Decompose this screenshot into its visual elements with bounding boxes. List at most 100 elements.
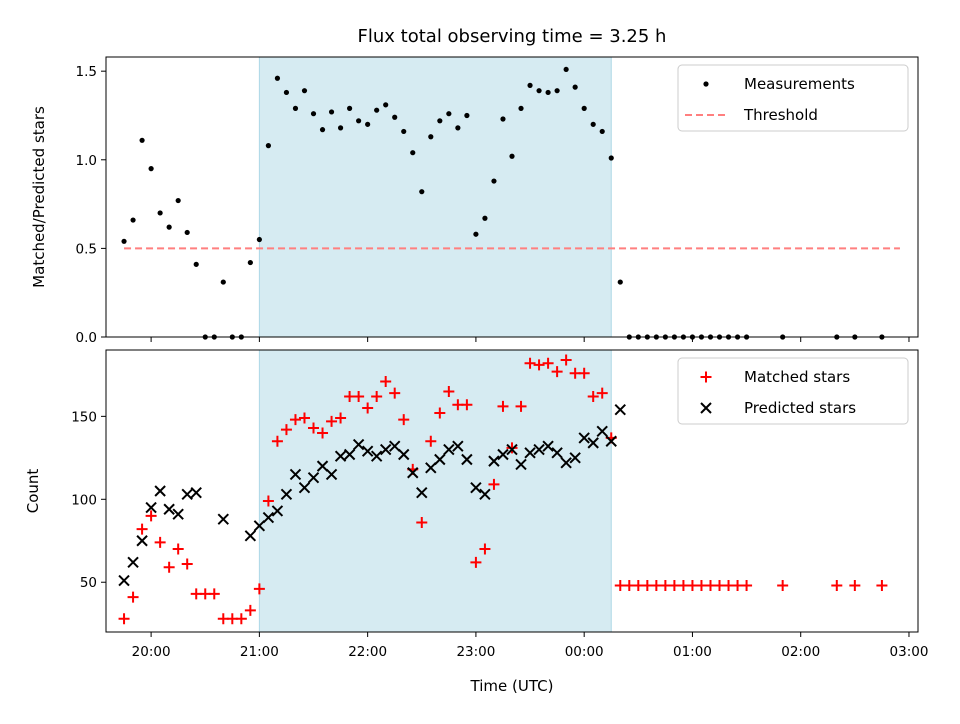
measurement-point (401, 128, 407, 135)
measurement-point (365, 121, 371, 127)
measurement-point (157, 210, 163, 216)
legend-label: Measurements (744, 75, 855, 93)
chart-title: Flux total observing time = 3.25 h (358, 26, 667, 47)
predicted-star-point (506, 443, 518, 456)
matched-star-point (389, 387, 401, 399)
measurement-point (356, 118, 362, 124)
matched-star-point (849, 580, 861, 592)
legend: Measurements Threshold (677, 64, 909, 132)
matched-star-point (596, 387, 608, 399)
count-panel: 50 100 150 20:00 21:00 22:00 23:00 00:00 01:00 02… (24, 349, 928, 695)
matched-star-point (326, 415, 338, 427)
predicted-star-point (443, 443, 455, 456)
series-predicted-stars (118, 404, 626, 587)
matched-star-point (506, 442, 518, 454)
predicted-star-point (542, 440, 554, 452)
predicted-star-point (470, 481, 482, 494)
measurement-point (319, 127, 326, 133)
x-tick-label: 21:00 (240, 644, 279, 660)
matched-star-point (479, 543, 491, 555)
matched-star-point (308, 422, 320, 434)
matched-star-point (470, 556, 482, 568)
matched-star-point (380, 376, 392, 388)
matched-star-point (434, 407, 446, 419)
measurement-point (130, 217, 136, 223)
measurement-point (139, 137, 145, 143)
x-axis-label: Time (UTC) (470, 677, 554, 695)
matched-star-point (831, 580, 843, 592)
legend-label: Predicted stars (744, 399, 856, 417)
predicted-star-point (533, 443, 545, 456)
predicted-star-point (316, 460, 329, 472)
predicted-star-point (217, 513, 229, 525)
ratio-panel: 0.0 0.5 1.0 1.5 Matched/Predicted stars Measu… (30, 56, 919, 346)
measurement-point (446, 111, 452, 117)
y-tick-label: 50 (80, 575, 97, 591)
measurement-point (148, 166, 154, 172)
predicted-star-point (190, 486, 202, 499)
measurement-point (518, 105, 524, 111)
predicted-star-point (587, 437, 599, 449)
measurement-point (184, 229, 190, 236)
matched-star-point (289, 414, 301, 426)
measurement-point (410, 150, 416, 156)
measurement-point (392, 114, 398, 120)
predicted-star-point (172, 508, 184, 520)
matched-star-point (145, 510, 157, 522)
matched-star-point (425, 435, 437, 447)
measurement-point (301, 88, 308, 94)
predicted-star-point (271, 505, 284, 517)
predicted-star-point (334, 450, 347, 462)
predicted-star-point (253, 520, 266, 532)
measurement-point (383, 102, 389, 108)
predicted-star-point (307, 472, 320, 484)
matched-star-point (235, 613, 247, 625)
predicted-star-point (452, 440, 464, 452)
matched-star-point (876, 580, 888, 592)
matched-star-point (542, 357, 554, 369)
predicted-star-point (524, 447, 536, 459)
matched-star-point (362, 402, 374, 414)
predicted-star-point (127, 556, 139, 569)
matched-star-point (777, 580, 789, 592)
predicted-star-point (488, 455, 500, 467)
predicted-star-point (370, 450, 383, 462)
y-tick-label: 1.0 (76, 153, 97, 169)
legend-predicted-marker (700, 402, 712, 414)
x-tick-label: 02:00 (781, 644, 820, 660)
predicted-star-point (398, 448, 410, 461)
measurement-point (491, 178, 497, 184)
measurement-point (473, 231, 479, 237)
y-tick-label: 0.5 (76, 241, 97, 257)
measurement-point (536, 88, 542, 94)
predicted-star-point (461, 453, 473, 466)
matched-star-point (488, 478, 500, 490)
predicted-star-point (181, 488, 193, 501)
matched-star-point (335, 412, 347, 424)
matched-star-point (262, 495, 274, 507)
matched-star-point (208, 588, 220, 600)
measurement-point (220, 279, 226, 285)
predicted-star-point (325, 468, 338, 481)
y-tick-label: 150 (71, 409, 97, 425)
legend-box (677, 64, 909, 132)
legend-measurement-marker (703, 81, 709, 87)
x-tick-label: 01:00 (673, 644, 712, 660)
matched-star-point (136, 523, 148, 535)
predicted-star-point (560, 457, 572, 469)
predicted-star-point (614, 404, 626, 416)
measurement-point (464, 112, 470, 119)
matched-star-point (551, 366, 563, 378)
measurement-point (419, 189, 425, 195)
predicted-star-point (497, 448, 509, 461)
measurement-point (175, 197, 181, 204)
matched-star-point (181, 558, 193, 570)
predicted-star-point (389, 440, 401, 452)
measurement-point (265, 143, 271, 149)
measurement-point (374, 107, 380, 113)
measurement-point (581, 105, 587, 111)
y-axis-label: Count (24, 469, 42, 514)
y-tick-label: 1.5 (76, 64, 97, 80)
predicted-star-point (551, 447, 563, 459)
